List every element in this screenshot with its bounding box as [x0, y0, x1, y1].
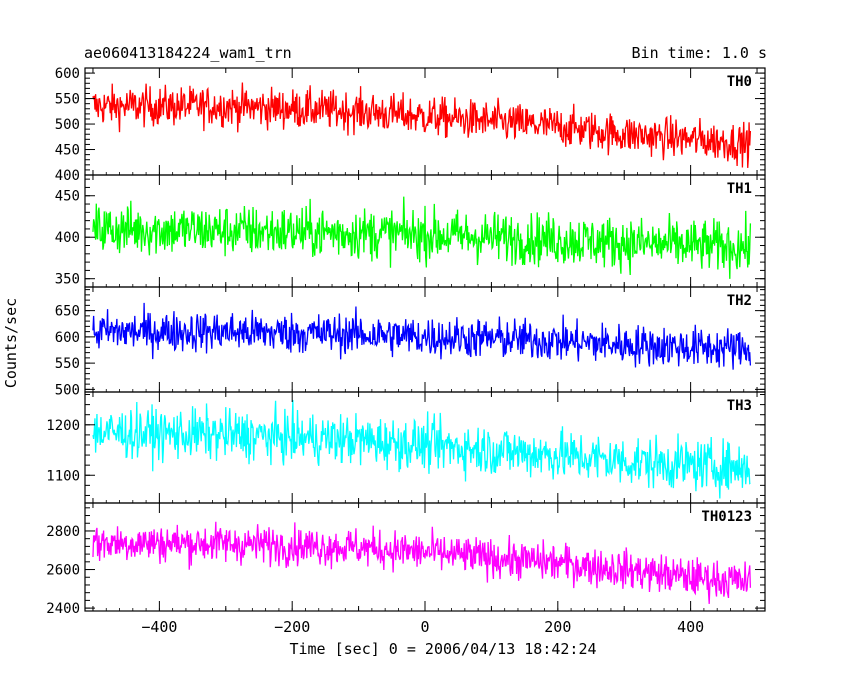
- panel-label-th1: TH1: [727, 181, 752, 197]
- series-line-th1: [92, 196, 752, 279]
- y-tick-label: 350: [55, 272, 80, 288]
- y-tick-label: 400: [55, 230, 80, 246]
- series-line-th2: [92, 302, 752, 370]
- panel-label-th3: TH3: [727, 398, 752, 414]
- x-tick-label: 0: [420, 618, 429, 636]
- y-tick-label: 550: [55, 356, 80, 372]
- y-tick-label: 450: [55, 143, 80, 159]
- y-axis-label: Counts/sec: [2, 297, 20, 389]
- panel-label-th0123: TH0123: [701, 509, 752, 525]
- y-axis-label-wrapper: Counts/sec: [0, 0, 22, 680]
- x-tick-label: 200: [544, 618, 571, 636]
- x-tick-label: −200: [274, 618, 310, 636]
- x-tick-label: 400: [677, 618, 704, 636]
- y-tick-label: 2400: [46, 601, 80, 617]
- y-tick-label: 450: [55, 189, 80, 205]
- chart-title: ae060413184224_wam1_trn: [84, 44, 292, 62]
- x-tick-label: −400: [141, 618, 177, 636]
- y-tick-label: 500: [55, 117, 80, 133]
- y-tick-label: 1100: [46, 468, 80, 484]
- series-line-th0: [92, 82, 752, 168]
- bin-time-label: Bin time: 1.0 s: [631, 44, 767, 62]
- y-tick-label: 600: [55, 66, 80, 82]
- panel-label-th2: TH2: [727, 293, 752, 309]
- y-tick-label: 2600: [46, 563, 80, 579]
- y-tick-label: 2800: [46, 524, 80, 540]
- series-line-th0123: [92, 521, 752, 604]
- y-tick-label: 1200: [46, 418, 80, 434]
- y-tick-label: 500: [55, 382, 80, 398]
- x-axis-label: Time [sec] 0 = 2006/04/13 18:42:24: [289, 640, 597, 658]
- y-tick-label: 600: [55, 330, 80, 346]
- y-tick-label: 400: [55, 168, 80, 184]
- y-tick-label: 550: [55, 92, 80, 108]
- series-line-th3: [92, 400, 751, 499]
- panel-label-th0: TH0: [727, 74, 752, 90]
- y-tick-label: 650: [55, 304, 80, 320]
